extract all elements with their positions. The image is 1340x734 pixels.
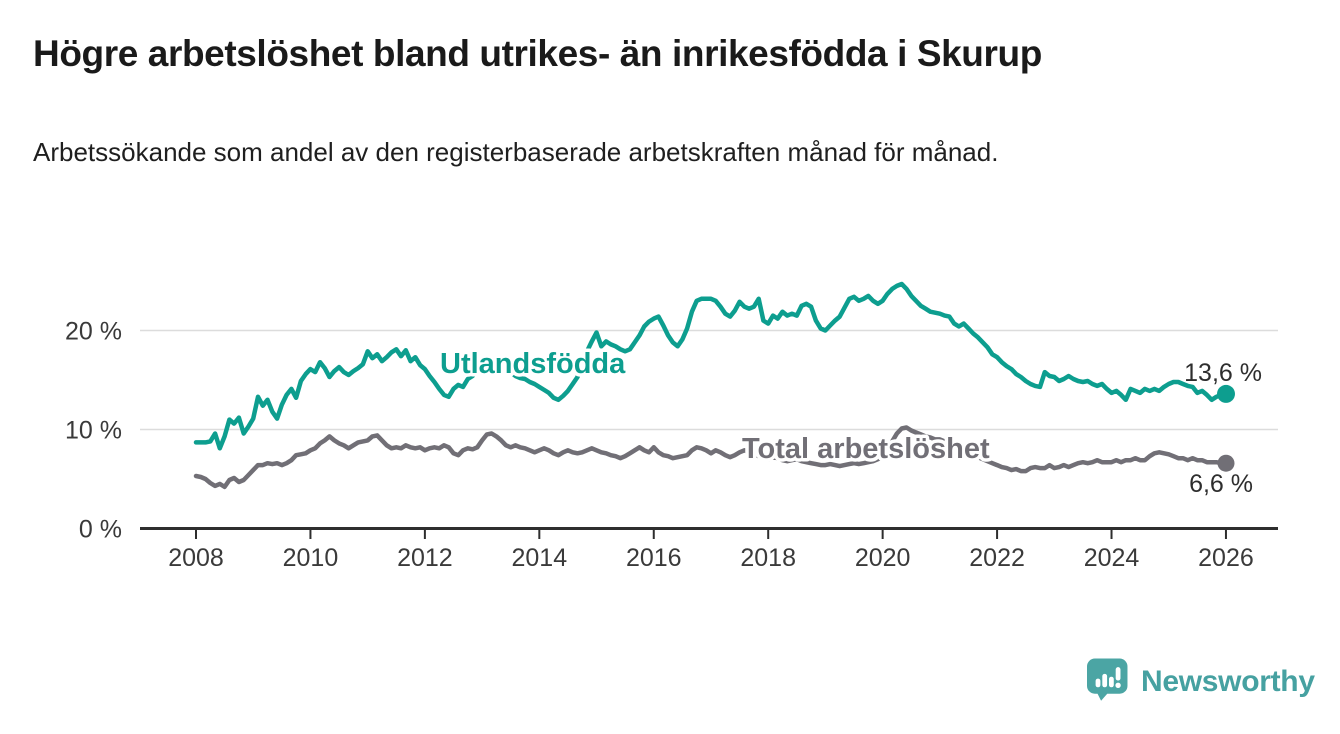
series-line-total	[193, 425, 1229, 490]
series-endpoint-dot-total	[1217, 454, 1235, 472]
x-tick-label-2020: 2020	[855, 544, 911, 572]
brand-name: Newsworthy	[1141, 664, 1315, 698]
series-label-total: Total arbetslöshet	[742, 433, 990, 465]
x-tick-label-2008: 2008	[168, 544, 224, 572]
logo-exclamation-bar	[1115, 667, 1121, 681]
logo-bar-3	[1109, 676, 1114, 688]
newsworthy-logo-icon	[1087, 658, 1128, 701]
x-tick-label-2018: 2018	[740, 544, 796, 572]
y-tick-label-20: 20 %	[65, 318, 122, 346]
x-tick-label-2022: 2022	[969, 544, 1025, 572]
x-tick-label-2014: 2014	[512, 544, 568, 572]
series-line-utlandsfodda	[193, 281, 1229, 451]
newsworthy-brand: Newsworthy	[1087, 658, 1315, 705]
page-title: Högre arbetslöshet bland utrikes- än inr…	[33, 33, 1042, 74]
series-label-utlandsfodda: Utlandsfödda	[440, 348, 626, 380]
x-tick-label-2026: 2026	[1198, 544, 1254, 572]
x-tick-label-2010: 2010	[283, 544, 339, 572]
y-tick-label-0: 0 %	[79, 516, 122, 544]
logo-bar-2	[1102, 673, 1108, 688]
x-tick-label-2016: 2016	[626, 544, 682, 572]
x-tick-label-2024: 2024	[1084, 544, 1140, 572]
chart-subtitle: Arbetssökande som andel av den registerb…	[33, 137, 999, 167]
series-endpoint-dot-utlandsfodda	[1217, 384, 1235, 403]
logo-exclamation-dot	[1115, 682, 1121, 689]
y-tick-label-10: 10 %	[65, 417, 122, 445]
end-value-label-total: 6,6 %	[1189, 470, 1253, 498]
end-value-label-utlandsfodda: 13,6 %	[1184, 359, 1262, 387]
logo-bar-1	[1095, 678, 1101, 688]
x-tick-label-2012: 2012	[397, 544, 453, 572]
